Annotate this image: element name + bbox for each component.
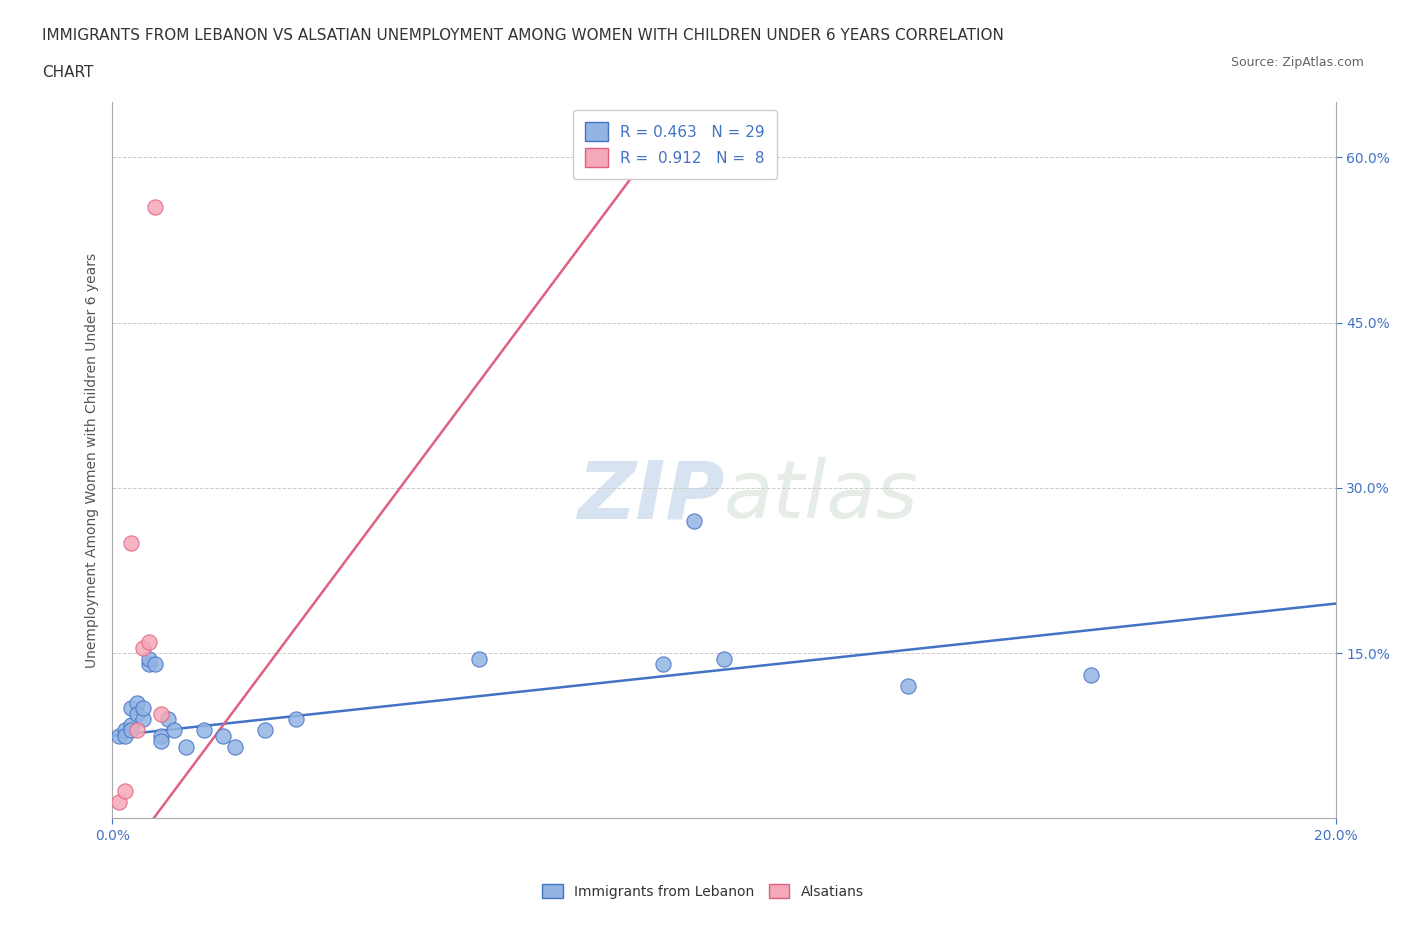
Point (150, 734, 173, 749)
Point (125, 706, 148, 721)
Point (682, 513, 704, 528)
Legend: R = 0.463   N = 29, R =  0.912   N =  8: R = 0.463 N = 29, R = 0.912 N = 8 (574, 110, 778, 179)
Point (107, 728, 129, 743)
Text: IMMIGRANTS FROM LEBANON VS ALSATIAN UNEMPLOYMENT AMONG WOMEN WITH CHILDREN UNDER: IMMIGRANTS FROM LEBANON VS ALSATIAN UNEM… (42, 28, 1004, 43)
Point (211, 728, 233, 743)
Point (132, 701, 155, 716)
Point (468, 651, 491, 666)
Point (114, 783, 136, 798)
Point (107, 794, 129, 809)
Point (163, 723, 186, 737)
Legend: Immigrants from Lebanon, Alsatians: Immigrants from Lebanon, Alsatians (537, 879, 869, 905)
Y-axis label: Unemployment Among Women with Children Under 6 years: Unemployment Among Women with Children U… (84, 253, 98, 668)
Point (120, 536, 142, 551)
Point (713, 651, 735, 666)
Point (1080, 668, 1102, 683)
Point (114, 723, 136, 737)
Point (132, 711, 155, 726)
Point (132, 640, 155, 655)
Point (174, 739, 197, 754)
Text: atlas: atlas (724, 458, 920, 535)
Point (138, 651, 160, 666)
Point (138, 634, 160, 649)
Point (150, 706, 173, 721)
Point (125, 696, 148, 711)
Point (897, 679, 920, 694)
Point (143, 657, 166, 671)
Point (254, 723, 277, 737)
Point (125, 723, 148, 737)
Text: Source: ZipAtlas.com: Source: ZipAtlas.com (1230, 56, 1364, 69)
Point (120, 701, 142, 716)
Point (652, 657, 675, 671)
Point (120, 717, 142, 732)
Point (193, 723, 215, 737)
Point (150, 728, 173, 743)
Point (120, 723, 142, 737)
Point (284, 711, 308, 726)
Point (224, 739, 246, 754)
Point (156, 711, 179, 726)
Text: ZIP: ZIP (576, 458, 724, 535)
Point (143, 200, 166, 215)
Point (138, 657, 160, 671)
Text: CHART: CHART (42, 65, 94, 80)
Point (114, 728, 136, 743)
